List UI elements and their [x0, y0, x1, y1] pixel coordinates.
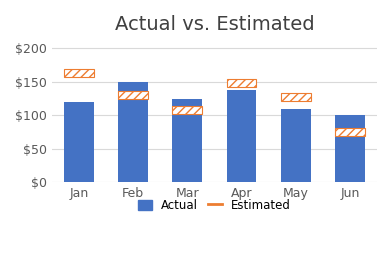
Bar [64, 102, 94, 182]
Bar [172, 106, 202, 114]
Bar [118, 91, 148, 99]
Title: Actual vs. Estimated: Actual vs. Estimated [114, 15, 314, 34]
Bar [281, 92, 310, 101]
Bar [172, 98, 202, 182]
Bar [227, 79, 256, 87]
Bar [335, 128, 365, 136]
Bar [227, 90, 256, 182]
Legend: Actual, Estimated: Actual, Estimated [133, 194, 296, 216]
Bar [64, 69, 94, 77]
Bar [118, 82, 148, 182]
Bar [281, 109, 310, 182]
Bar [335, 115, 365, 182]
